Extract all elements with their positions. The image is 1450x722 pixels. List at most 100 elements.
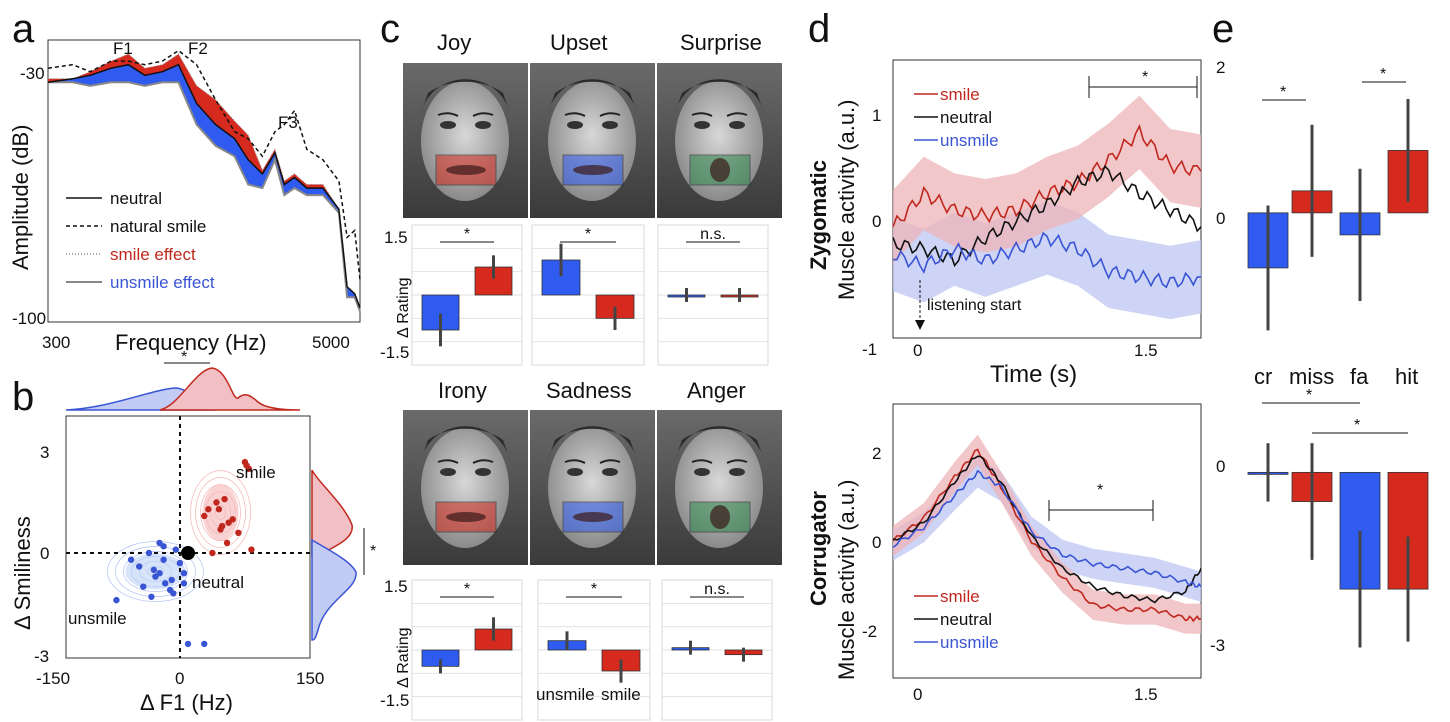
panel-d-emg: Zygomatic Muscle activity (a.u.) Corruga… <box>806 59 1202 704</box>
panel-label-c: c <box>380 7 400 51</box>
smile-point <box>213 499 220 506</box>
neutral-spectrum-line <box>47 63 361 309</box>
panel-c-ylabel-1: Δ Rating <box>395 278 412 339</box>
label-neutral-point: neutral <box>192 573 244 592</box>
sig-star-e-bot-1: * <box>1306 387 1312 404</box>
eyebrows <box>691 459 748 464</box>
label-smile-cluster: smile <box>236 463 276 482</box>
emotion-upset: Upset <box>550 30 607 55</box>
rating-sig-label: * <box>585 226 591 243</box>
legend-natural-smile: natural smile <box>110 217 206 236</box>
eyebrows <box>564 112 621 117</box>
smile-point <box>223 539 231 547</box>
legend-unsmile-effect: unsmile effect <box>110 273 215 292</box>
panel-d-bottom-legend: smile neutral unsmile <box>914 587 999 652</box>
panel-d-bot-xtick-0: 0 <box>913 685 922 704</box>
smile-point <box>217 526 224 533</box>
panel-d-bot-ytick-0: 0 <box>872 533 881 552</box>
emotion-irony: Irony <box>438 378 487 403</box>
sig-star-right: * <box>370 543 376 560</box>
eyebrows <box>564 459 621 464</box>
right-eye <box>475 121 491 129</box>
label-unsmile-cluster: unsmile <box>68 609 127 628</box>
rating-sig-label: * <box>591 581 597 598</box>
unsmile-point <box>160 556 167 563</box>
smile-point <box>215 506 223 513</box>
panel-d-ylabel-bottom: Muscle activity (a.u.) <box>834 480 859 681</box>
mouth <box>710 158 730 182</box>
unsmile-emg-line <box>892 469 1202 588</box>
panel-d-top-ytick-1: 1 <box>872 106 881 125</box>
legend-bot-smile: smile <box>940 587 980 606</box>
panel-b-scatter: smile neutral unsmile * * 3 0 -3 -150 0 … <box>10 349 376 715</box>
panel-a-xtick-right: 5000 <box>312 333 350 352</box>
smile-point <box>221 495 228 503</box>
emotion-joy: Joy <box>437 30 471 55</box>
formant-f3: F3 <box>278 113 298 132</box>
sig-star-top: * <box>181 349 187 366</box>
unsmile-point <box>136 563 143 570</box>
unsmile-point <box>168 576 175 584</box>
category-smile: smile <box>601 685 641 704</box>
title-zygomatic: Zygomatic <box>806 160 831 270</box>
panel-c-ytick-top-1: 1.5 <box>384 228 408 247</box>
mouth <box>573 512 613 522</box>
rating-sig-label: n.s. <box>704 581 730 598</box>
panel-a-frame <box>47 39 361 323</box>
smile-point <box>235 529 242 536</box>
unsmile-density-right <box>311 538 357 641</box>
panel-b-xlabel: Δ F1 (Hz) <box>140 690 233 715</box>
smile-density-top <box>159 367 301 411</box>
panel-d-top-ytick-m1: -1 <box>862 340 877 359</box>
left-eye <box>694 468 710 476</box>
smile-contour <box>190 470 251 555</box>
legend-top-unsmile: unsmile <box>940 131 999 150</box>
panel-d-ylabel-top: Muscle activity (a.u.) <box>834 100 859 301</box>
panel-a-xlabel: Frequency (Hz) <box>115 330 267 355</box>
right-eye <box>602 468 618 476</box>
panel-c-ytick-top-2: 1.5 <box>384 577 408 596</box>
unsmile-confidence-band <box>893 457 1201 602</box>
smile-density-core <box>202 484 239 541</box>
panel-e-top-ytick-2: 2 <box>1216 58 1225 77</box>
sig-star-e-top-1: * <box>1280 84 1286 101</box>
category-fa: fa <box>1350 364 1369 389</box>
sig-star-e-bot-2: * <box>1354 417 1360 434</box>
right-eye <box>729 121 745 129</box>
legend-bot-neutral: neutral <box>940 610 992 629</box>
unsmile-point <box>180 570 188 577</box>
right-eye <box>729 468 745 476</box>
panel-c-ytick-bot-2: -1.5 <box>380 691 409 710</box>
rating-sig-label: * <box>464 226 470 243</box>
panel-d-xlabel: Time (s) <box>990 361 1077 388</box>
unsmile-point <box>148 593 155 600</box>
panel-b-ytick-m3: -3 <box>34 647 49 666</box>
unsmile-point <box>162 580 169 587</box>
smile-confidence-band <box>893 95 1201 264</box>
sig-star-e-top-2: * <box>1380 66 1386 83</box>
title-corrugator: Corrugator <box>806 491 831 606</box>
formant-f2: F2 <box>188 39 208 58</box>
unsmile-effect-line <box>48 81 361 312</box>
panel-label-d: d <box>808 7 830 51</box>
left-eye <box>440 468 456 476</box>
unsmile-contour <box>115 546 196 597</box>
eyebrows <box>691 112 748 117</box>
smile-point <box>205 506 212 513</box>
smile-point <box>225 519 232 526</box>
panel-label-e: e <box>1212 7 1234 51</box>
emotion-surprise: Surprise <box>680 30 762 55</box>
unsmile-point <box>152 573 159 580</box>
emotion-sadness: Sadness <box>546 378 632 403</box>
panel-c-faces: Joy Upset Surprise Irony Sadness Anger *… <box>380 30 782 721</box>
neutral-point <box>181 546 195 560</box>
panel-a-ytick-bottom: -100 <box>12 309 46 328</box>
panel-d-bot-xtick-15: 1.5 <box>1134 685 1158 704</box>
panel-e-bot-ytick-m3: -3 <box>1210 636 1225 655</box>
panel-d-top-ytick-0: 0 <box>872 212 881 231</box>
panel-d-top-xtick-0: 0 <box>913 341 922 360</box>
legend-bot-unsmile: unsmile <box>940 633 999 652</box>
panel-a-xtick-left: 300 <box>42 333 70 352</box>
eyebrows <box>437 459 494 464</box>
